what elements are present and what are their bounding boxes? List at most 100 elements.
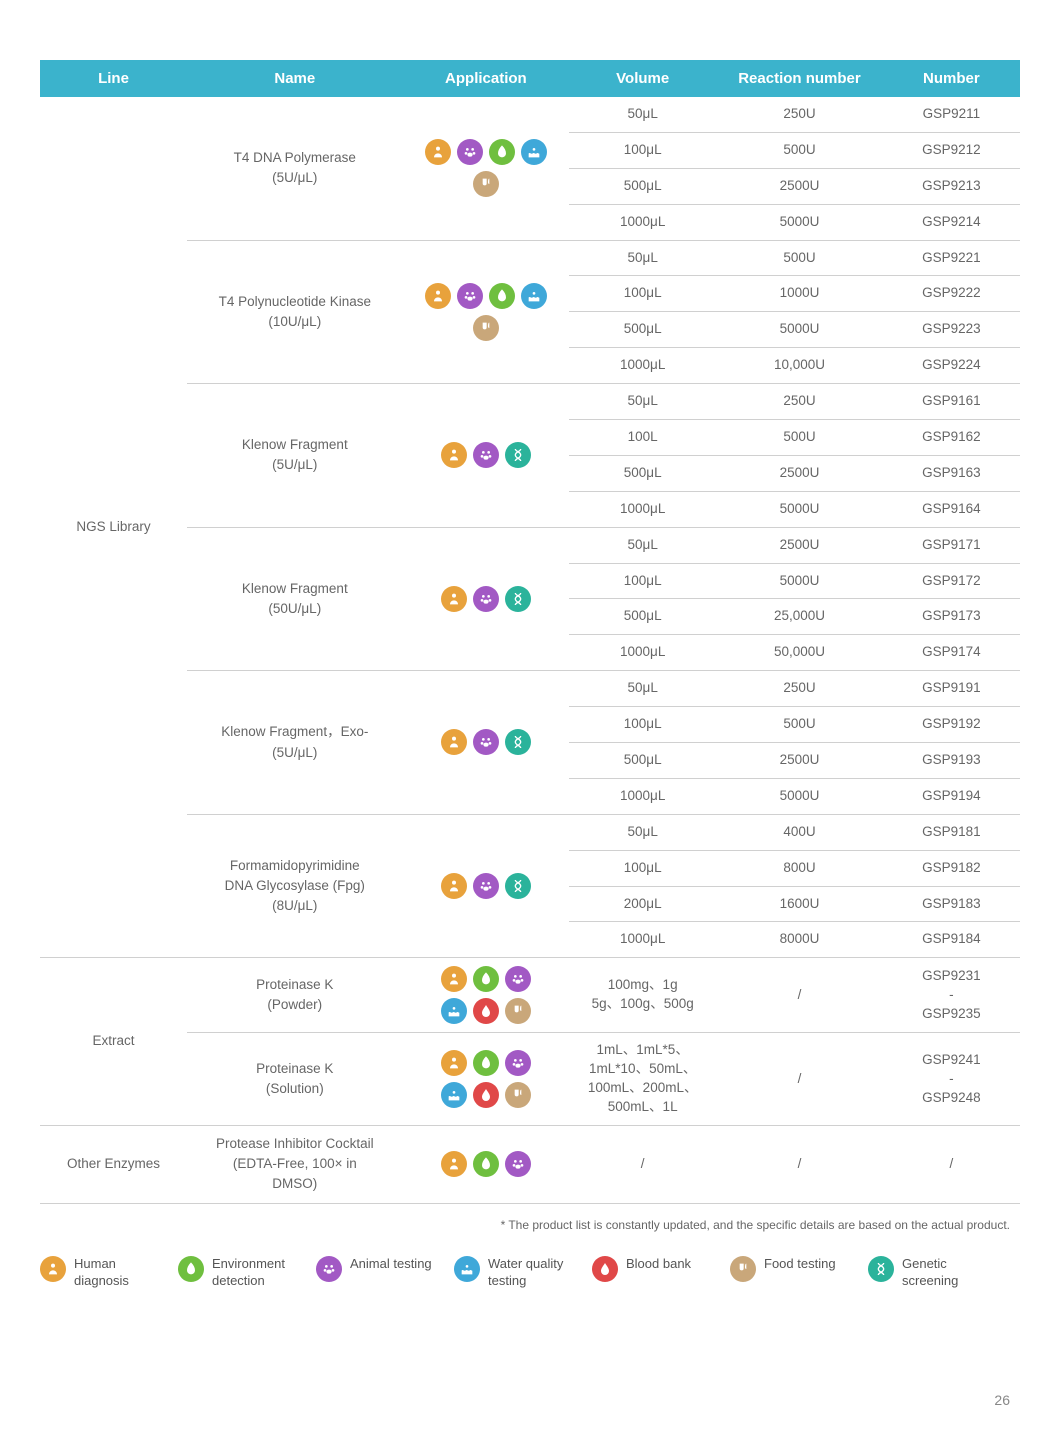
animal-icon bbox=[473, 729, 499, 755]
legend-item-human: Human diagnosis bbox=[40, 1256, 160, 1290]
application-cell bbox=[403, 384, 570, 528]
reaction-cell: 5000U bbox=[716, 491, 883, 527]
table-row: Proteinase K(Solution)1mL、1mL*5、1mL*10、5… bbox=[40, 1033, 1020, 1126]
env-icon bbox=[473, 1050, 499, 1076]
env-icon bbox=[489, 283, 515, 309]
legend-item-food: Food testing bbox=[730, 1256, 850, 1282]
animal-icon bbox=[505, 966, 531, 992]
table-row: ExtractProteinase K(Powder)100mg、1g5g、10… bbox=[40, 958, 1020, 1033]
legend-item-genetic: Genetic screening bbox=[868, 1256, 988, 1290]
human-icon bbox=[441, 1050, 467, 1076]
number-cell: GSP9224 bbox=[883, 348, 1020, 384]
food-icon bbox=[505, 998, 531, 1024]
number-cell: GSP9161 bbox=[883, 384, 1020, 420]
legend-label: Animal testing bbox=[350, 1256, 432, 1273]
name-cell: T4 Polynucleotide Kinase(10U/μL) bbox=[187, 240, 403, 384]
volume-cell: 100μL bbox=[569, 850, 716, 886]
volume-cell: 1000μL bbox=[569, 635, 716, 671]
volume-cell: 500μL bbox=[569, 599, 716, 635]
name-cell: Protease Inhibitor Cocktail(EDTA-Free, 1… bbox=[187, 1125, 403, 1203]
number-cell: GSP9171 bbox=[883, 527, 1020, 563]
number-cell: GSP9193 bbox=[883, 743, 1020, 779]
legend-item-blood: Blood bank bbox=[592, 1256, 712, 1282]
number-cell: GSP9164 bbox=[883, 491, 1020, 527]
number-cell: GSP9191 bbox=[883, 671, 1020, 707]
number-cell: GSP9184 bbox=[883, 922, 1020, 958]
line-cell: Extract bbox=[40, 958, 187, 1126]
reaction-cell: 500U bbox=[716, 132, 883, 168]
number-cell: GSP9221 bbox=[883, 240, 1020, 276]
application-cell bbox=[403, 958, 570, 1033]
number-cell: GSP9162 bbox=[883, 420, 1020, 456]
reaction-cell: 500U bbox=[716, 420, 883, 456]
volume-cell: 1mL、1mL*5、1mL*10、50mL、100mL、200mL、500mL、… bbox=[569, 1033, 716, 1126]
env-icon bbox=[473, 1151, 499, 1177]
genetic-icon bbox=[505, 873, 531, 899]
number-cell: GSP9192 bbox=[883, 707, 1020, 743]
volume-cell: 1000μL bbox=[569, 778, 716, 814]
volume-cell: 500μL bbox=[569, 743, 716, 779]
genetic-icon bbox=[505, 729, 531, 755]
legend-label: Water quality testing bbox=[488, 1256, 574, 1290]
number-cell: GSP9213 bbox=[883, 168, 1020, 204]
number-cell: GSP9212 bbox=[883, 132, 1020, 168]
page-number: 26 bbox=[994, 1392, 1010, 1408]
name-cell: FormamidopyrimidineDNA Glycosylase (Fpg)… bbox=[187, 814, 403, 958]
legend-item-env: Environment detection bbox=[178, 1256, 298, 1290]
col-header: Reaction number bbox=[716, 60, 883, 97]
reaction-cell: 5000U bbox=[716, 778, 883, 814]
application-cell bbox=[403, 1125, 570, 1203]
volume-cell: 100μL bbox=[569, 276, 716, 312]
human-icon bbox=[40, 1256, 66, 1282]
application-cell bbox=[403, 671, 570, 815]
reaction-cell: 400U bbox=[716, 814, 883, 850]
legend-label: Food testing bbox=[764, 1256, 836, 1273]
volume-cell: 1000μL bbox=[569, 491, 716, 527]
number-cell: GSP9211 bbox=[883, 97, 1020, 132]
number-cell: / bbox=[883, 1125, 1020, 1203]
name-cell: Proteinase K(Powder) bbox=[187, 958, 403, 1033]
animal-icon bbox=[473, 586, 499, 612]
env-icon bbox=[489, 139, 515, 165]
human-icon bbox=[441, 966, 467, 992]
col-header: Name bbox=[187, 60, 403, 97]
number-cell: GSP9222 bbox=[883, 276, 1020, 312]
reaction-cell: / bbox=[716, 1125, 883, 1203]
volume-cell: 100μL bbox=[569, 707, 716, 743]
table-row: Other EnzymesProtease Inhibitor Cocktail… bbox=[40, 1125, 1020, 1203]
volume-cell: 50μL bbox=[569, 527, 716, 563]
food-icon bbox=[505, 1082, 531, 1108]
table-row: NGS LibraryT4 DNA Polymerase(5U/μL)50μL2… bbox=[40, 97, 1020, 132]
water-icon bbox=[521, 139, 547, 165]
table-row: Klenow Fragment(5U/μL)50μL250UGSP9161 bbox=[40, 384, 1020, 420]
volume-cell: 500μL bbox=[569, 312, 716, 348]
col-header: Line bbox=[40, 60, 187, 97]
reaction-cell: 250U bbox=[716, 97, 883, 132]
number-cell: GSP9181 bbox=[883, 814, 1020, 850]
application-cell bbox=[403, 527, 570, 671]
reaction-cell: 2500U bbox=[716, 743, 883, 779]
env-icon bbox=[178, 1256, 204, 1282]
food-icon bbox=[473, 315, 499, 341]
application-cell bbox=[403, 97, 570, 240]
product-table-container: LineNameApplicationVolumeReaction number… bbox=[40, 60, 1020, 1204]
legend-label: Environment detection bbox=[212, 1256, 298, 1290]
col-header: Application bbox=[403, 60, 570, 97]
blood-icon bbox=[473, 998, 499, 1024]
legend-label: Human diagnosis bbox=[74, 1256, 160, 1290]
human-icon bbox=[441, 873, 467, 899]
name-cell: Klenow Fragment，Exo-(5U/μL) bbox=[187, 671, 403, 815]
volume-cell: 1000μL bbox=[569, 204, 716, 240]
volume-cell: 100μL bbox=[569, 132, 716, 168]
reaction-cell: 2500U bbox=[716, 455, 883, 491]
reaction-cell: 50,000U bbox=[716, 635, 883, 671]
human-icon bbox=[441, 442, 467, 468]
table-row: Klenow Fragment，Exo-(5U/μL)50μL250UGSP91… bbox=[40, 671, 1020, 707]
genetic-icon bbox=[505, 442, 531, 468]
water-icon bbox=[441, 1082, 467, 1108]
reaction-cell: 5000U bbox=[716, 204, 883, 240]
product-table: LineNameApplicationVolumeReaction number… bbox=[40, 60, 1020, 1204]
animal-icon bbox=[473, 442, 499, 468]
legend-label: Genetic screening bbox=[902, 1256, 988, 1290]
line-cell: Other Enzymes bbox=[40, 1125, 187, 1203]
